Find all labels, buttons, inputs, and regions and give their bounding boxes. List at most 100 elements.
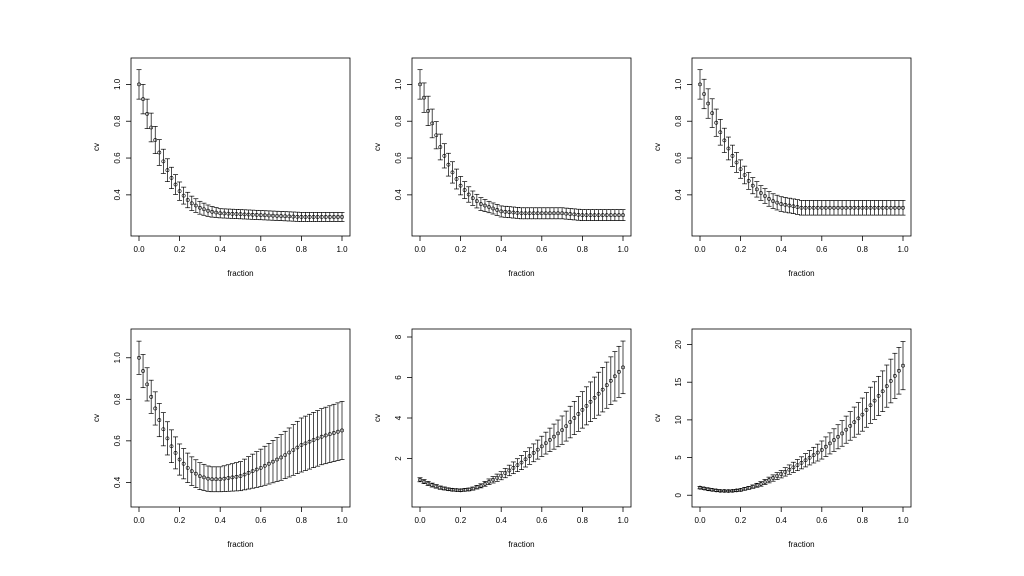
data-point (872, 398, 877, 403)
data-point (872, 205, 877, 210)
data-point (161, 159, 166, 164)
y-tick-label: 6 (394, 375, 403, 380)
data-point (331, 431, 336, 435)
data-point (759, 191, 763, 195)
data-point (592, 213, 597, 218)
data-point (864, 408, 869, 412)
data-point (803, 205, 808, 210)
plot-panel-2: 0.0 0.2 0.4 0.6 0.8 1.0 0.4 0.6 0.8 1.0 fraction cv (373, 57, 632, 278)
data-point (515, 463, 520, 468)
data-point (767, 478, 771, 482)
data-point (307, 439, 312, 444)
x-tick-label: 0.2 (735, 516, 747, 525)
data-point (815, 205, 820, 210)
data-point (552, 434, 556, 439)
y-tick-label: 20 (674, 340, 683, 349)
data-point (584, 403, 589, 408)
x-tick-label: 0.8 (296, 516, 308, 525)
plot-panel-6: 0.0 0.2 0.4 0.6 0.8 1.0 0 5 10 15 20 fraction cv (653, 328, 912, 549)
data-point (181, 193, 186, 198)
data-point (771, 476, 775, 480)
data-point (426, 481, 431, 486)
x-tick-label: 1.0 (617, 245, 629, 254)
x-tick-label: 0.8 (296, 245, 308, 254)
data-point (250, 212, 255, 217)
data-point (311, 215, 316, 219)
data-point (340, 428, 344, 433)
data-point (197, 205, 202, 210)
data-point (446, 487, 451, 492)
data-point (576, 212, 581, 217)
data-point (754, 483, 759, 488)
data-point (791, 465, 796, 470)
data-point (819, 205, 824, 210)
data-point (418, 82, 422, 87)
data-point (706, 487, 711, 492)
data-point (560, 211, 565, 216)
data-point (876, 205, 881, 210)
data-point (604, 383, 609, 388)
data-point (165, 436, 170, 441)
data-point (303, 215, 308, 219)
data-point (430, 483, 435, 487)
y-tick-label: 0.6 (113, 435, 122, 447)
data-point (698, 485, 702, 490)
data-point (466, 192, 471, 197)
data-point (884, 384, 889, 389)
y-tick-label: 15 (674, 377, 683, 386)
data-point (422, 95, 426, 100)
data-point (193, 471, 198, 476)
data-point (487, 479, 491, 484)
data-point (880, 205, 885, 210)
data-point (226, 476, 231, 480)
data-point (706, 101, 711, 106)
data-point (864, 205, 869, 210)
data-point (726, 489, 731, 493)
data-point (734, 160, 739, 165)
data-point (234, 212, 239, 216)
x-tick-label: 0.4 (496, 516, 508, 525)
data-point (848, 205, 853, 210)
data-point (734, 488, 739, 493)
data-point (336, 429, 340, 434)
data-point (795, 205, 800, 209)
plot-frame (691, 57, 912, 237)
data-point (779, 472, 784, 477)
data-point (702, 92, 706, 96)
data-point (271, 459, 275, 464)
data-point (153, 406, 158, 411)
y-tick-label: 0.8 (113, 393, 122, 405)
data-point (511, 465, 516, 470)
data-point (234, 474, 239, 479)
data-point (214, 210, 219, 215)
data-point (795, 463, 800, 467)
data-point (621, 213, 625, 218)
data-point (181, 461, 186, 466)
x-tick-label: 0.0 (414, 516, 426, 525)
data-point (791, 204, 796, 209)
data-point (746, 178, 751, 183)
data-point (169, 176, 174, 180)
data-point (202, 207, 206, 212)
data-point (844, 205, 849, 210)
x-tick-label: 0.6 (255, 516, 267, 525)
data-point (527, 454, 532, 458)
data-point (141, 369, 145, 373)
data-point (543, 441, 548, 446)
data-point (242, 472, 247, 477)
data-point (507, 468, 512, 473)
x-tick-label: 0.6 (816, 516, 828, 525)
data-point (267, 461, 271, 466)
x-tick-label: 0.6 (536, 245, 548, 254)
data-point (283, 214, 288, 219)
data-point (617, 213, 621, 218)
plot-frame (130, 57, 351, 237)
y-tick-label: 2 (394, 456, 403, 461)
data-point (771, 199, 775, 204)
y-tick-label: 0.4 (113, 476, 122, 488)
y-axis-title: cv (373, 414, 382, 422)
data-point (832, 438, 836, 442)
data-point (462, 487, 467, 492)
data-point (210, 209, 214, 214)
data-point (621, 365, 625, 370)
